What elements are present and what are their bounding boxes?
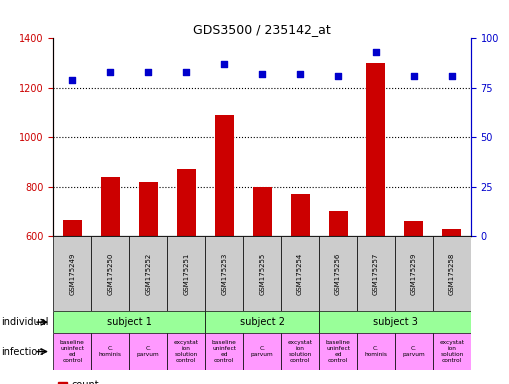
Bar <box>252 187 272 236</box>
Bar <box>101 177 120 236</box>
Point <box>220 61 228 67</box>
FancyBboxPatch shape <box>433 236 471 311</box>
Point <box>372 49 380 55</box>
Text: count: count <box>71 380 99 384</box>
FancyBboxPatch shape <box>53 311 205 333</box>
Text: GSM175252: GSM175252 <box>145 252 151 295</box>
Bar <box>139 182 158 236</box>
Bar <box>328 212 348 236</box>
Text: infection: infection <box>1 346 43 357</box>
FancyBboxPatch shape <box>243 333 281 370</box>
Text: GSM175249: GSM175249 <box>69 252 75 295</box>
Text: GSM175254: GSM175254 <box>297 252 303 295</box>
Text: excystat
ion
solution
control: excystat ion solution control <box>288 340 313 363</box>
FancyBboxPatch shape <box>53 236 92 311</box>
Text: GSM175253: GSM175253 <box>221 252 227 295</box>
Text: GSM175257: GSM175257 <box>373 252 379 295</box>
Text: baseline
uninfect
ed
control: baseline uninfect ed control <box>212 340 237 363</box>
FancyBboxPatch shape <box>92 333 129 370</box>
Text: excystat
ion
solution
control: excystat ion solution control <box>174 340 199 363</box>
Bar <box>291 194 309 236</box>
Text: GSM175259: GSM175259 <box>411 252 417 295</box>
FancyBboxPatch shape <box>319 333 357 370</box>
FancyBboxPatch shape <box>357 236 395 311</box>
Text: GSM175251: GSM175251 <box>183 252 189 295</box>
FancyBboxPatch shape <box>129 236 167 311</box>
Text: baseline
uninfect
ed
control: baseline uninfect ed control <box>326 340 351 363</box>
Point <box>334 73 342 79</box>
Text: GSM175258: GSM175258 <box>449 252 455 295</box>
FancyBboxPatch shape <box>243 236 281 311</box>
FancyBboxPatch shape <box>129 333 167 370</box>
Point <box>144 69 152 75</box>
FancyBboxPatch shape <box>205 333 243 370</box>
Text: excystat
ion
solution
control: excystat ion solution control <box>439 340 464 363</box>
Text: C.
hominis: C. hominis <box>364 346 387 357</box>
FancyBboxPatch shape <box>205 236 243 311</box>
FancyBboxPatch shape <box>53 333 92 370</box>
FancyBboxPatch shape <box>167 236 205 311</box>
Text: GSM175250: GSM175250 <box>107 252 114 295</box>
FancyBboxPatch shape <box>92 236 129 311</box>
FancyBboxPatch shape <box>319 311 471 333</box>
FancyBboxPatch shape <box>281 333 319 370</box>
Bar <box>63 220 82 236</box>
Text: baseline
uninfect
ed
control: baseline uninfect ed control <box>60 340 85 363</box>
FancyBboxPatch shape <box>281 236 319 311</box>
Text: subject 1: subject 1 <box>107 317 152 327</box>
FancyBboxPatch shape <box>395 333 433 370</box>
Text: C.
parvum: C. parvum <box>137 346 160 357</box>
Text: C.
parvum: C. parvum <box>251 346 273 357</box>
Point <box>258 71 266 77</box>
Bar <box>58 382 67 384</box>
FancyBboxPatch shape <box>433 333 471 370</box>
Text: subject 2: subject 2 <box>240 317 285 327</box>
FancyBboxPatch shape <box>205 311 319 333</box>
Bar <box>177 169 196 236</box>
Text: individual: individual <box>1 317 48 327</box>
FancyBboxPatch shape <box>167 333 205 370</box>
Point <box>182 69 190 75</box>
Text: C.
parvum: C. parvum <box>403 346 426 357</box>
Text: GSM175256: GSM175256 <box>335 252 341 295</box>
Point <box>448 73 456 79</box>
Bar <box>442 229 461 236</box>
Point <box>68 77 76 83</box>
Text: subject 3: subject 3 <box>373 317 417 327</box>
FancyBboxPatch shape <box>357 333 395 370</box>
Text: GSM175255: GSM175255 <box>259 252 265 295</box>
Text: C.
hominis: C. hominis <box>99 346 122 357</box>
FancyBboxPatch shape <box>319 236 357 311</box>
Bar <box>215 115 234 236</box>
Point <box>296 71 304 77</box>
Bar <box>366 63 385 236</box>
Point <box>106 69 115 75</box>
FancyBboxPatch shape <box>395 236 433 311</box>
Point <box>410 73 418 79</box>
Bar <box>405 221 423 236</box>
Title: GDS3500 / 235142_at: GDS3500 / 235142_at <box>193 23 331 36</box>
